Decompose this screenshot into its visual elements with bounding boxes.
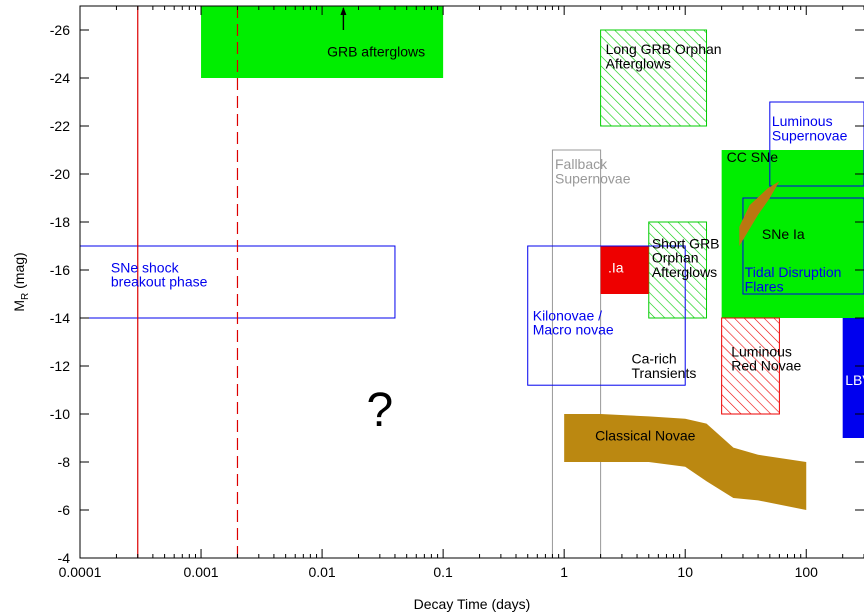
label-dot-ia: .Ia [608, 259, 624, 275]
axes-layer: 0.0001 0.001 0.01 0.1 1 10 100 -4 -6 -8 -10 -12 -14 -… [11, 5, 864, 612]
region-short-grb-orphan [648, 221, 708, 319]
label-fallback-sne: Fallback Supernovae [555, 156, 631, 186]
label-tidal-disruption: Tidal Disruption Flares [745, 264, 842, 294]
y-tick-label: -18 [50, 214, 70, 230]
label-short-grb-orphan: Short GRB Orphan Afterglows [652, 235, 720, 280]
region-luminous-red-novae [721, 317, 780, 415]
y-tick-label: -10 [50, 406, 70, 422]
region-luminous-sne [769, 101, 864, 187]
label-luminous-sne: Luminous Supernovae [772, 113, 848, 143]
region-dot-ia [600, 246, 649, 294]
sne-ia-band [739, 181, 780, 246]
label-ca-rich: Ca-rich Transients [632, 351, 697, 381]
y-tick-label: -20 [50, 166, 70, 182]
label-long-grb-orphan: Long GRB Orphan Afterglows [606, 41, 722, 71]
label-kilonovae: Kilonovae / Macro novae [533, 307, 614, 337]
label-classical-novae: Classical Novae [595, 427, 696, 443]
y-axis-label: MR (mag) [11, 252, 31, 311]
y-tick-label: -22 [50, 118, 70, 134]
label-grb: GRB afterglows [327, 43, 425, 59]
label-shock-breakout: SNe shock breakout phase [111, 259, 208, 289]
y-tick-label: -26 [50, 22, 70, 38]
grb-arrow-head [340, 7, 347, 15]
y-tick-label: -14 [50, 310, 70, 326]
plot-frame [79, 5, 864, 559]
region-long-grb-orphan [600, 29, 708, 127]
y-tick-label: -6 [58, 502, 71, 518]
x-tick-label: 0.1 [433, 564, 453, 580]
label-luminous-red-novae: Luminous Red Novae [731, 343, 801, 373]
x-tick-label: 0.0001 [59, 564, 102, 580]
x-tick-label: 0.01 [308, 564, 335, 580]
classical-novae-band [564, 414, 807, 510]
y-tick-label: -4 [58, 550, 71, 566]
x-tick-label: 100 [795, 564, 819, 580]
region-fallback-sne [551, 149, 602, 558]
x-tick-label: 10 [677, 564, 693, 580]
label-lbv: LBV [845, 372, 864, 388]
y-tick-label: -12 [50, 358, 70, 374]
y-tick-label: -16 [50, 262, 70, 278]
regions-layer [80, 6, 864, 558]
x-axis-label: Decay Time (days) [414, 596, 531, 612]
label-sne-ia: SNe Ia [762, 226, 805, 242]
region-grb [201, 6, 444, 78]
x-tick-label: 0.001 [184, 564, 219, 580]
x-tick-label: 1 [560, 564, 568, 580]
y-tick-label: -8 [58, 454, 71, 470]
question-mark-label: ? [366, 384, 393, 437]
y-tick-label: -24 [50, 70, 70, 86]
labels-layer: GRB afterglows Long GRB Orphan Afterglows L… [111, 7, 864, 443]
region-lbv [842, 318, 864, 438]
label-cc-sne: CC SNe [727, 149, 779, 165]
region-kilonovae [527, 245, 686, 386]
